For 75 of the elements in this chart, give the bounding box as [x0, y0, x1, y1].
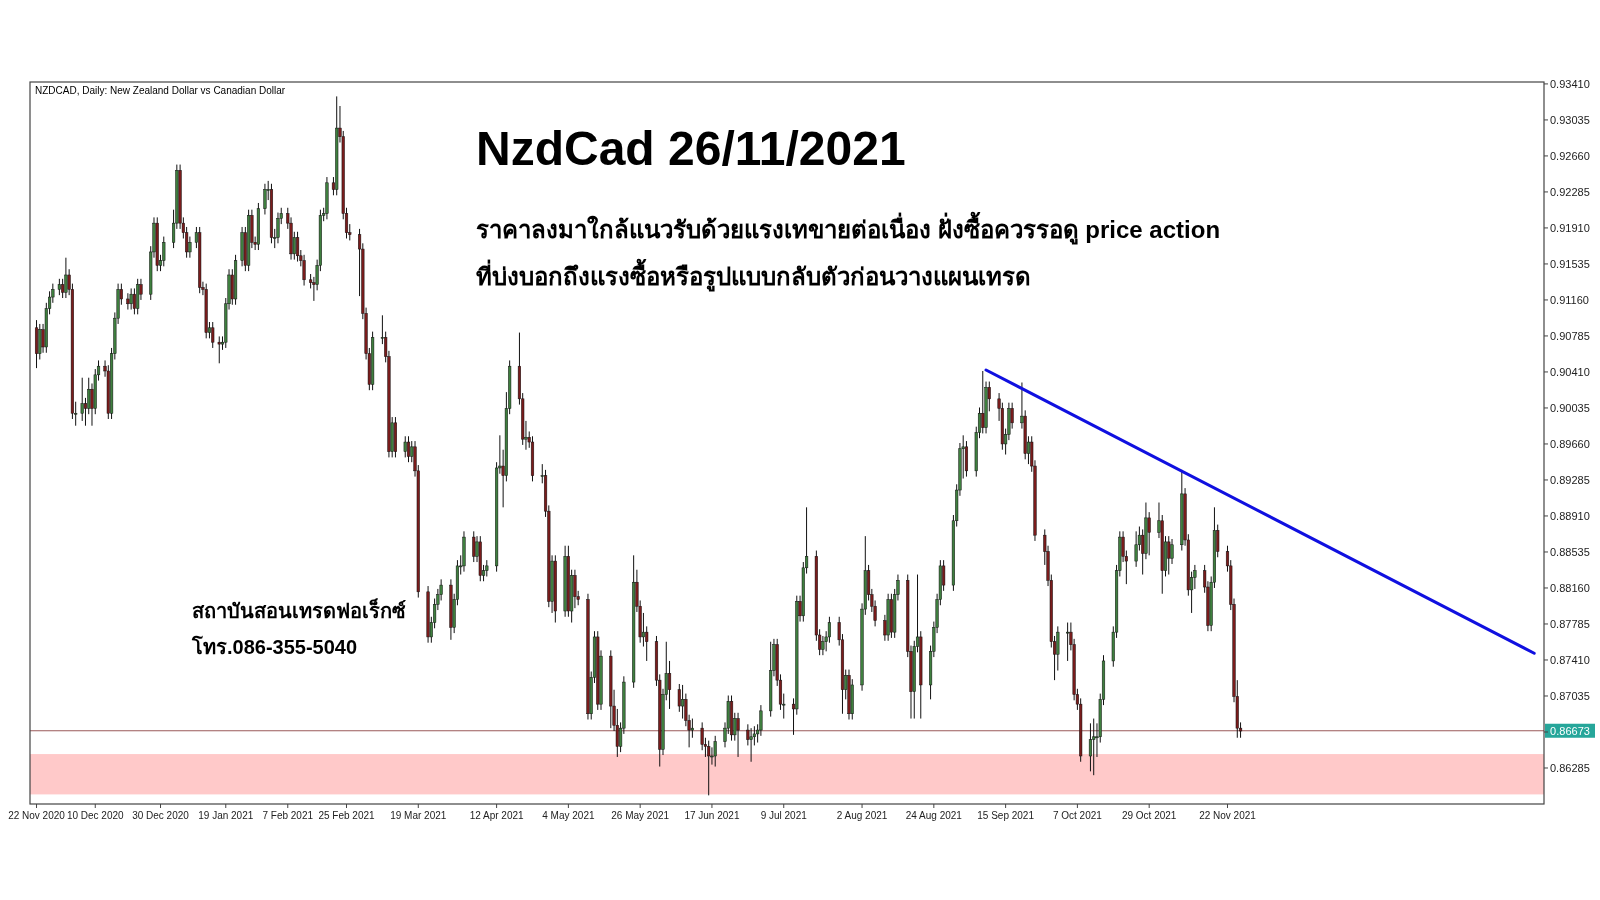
candlestick [667, 660, 672, 710]
candlestick [276, 212, 280, 244]
x-tick-label: 17 Jun 2021 [684, 810, 740, 821]
y-tick-label: 0.90035 [1550, 401, 1590, 414]
x-tick-label: 15 Sep 2021 [977, 810, 1035, 821]
candlestick [1170, 538, 1174, 565]
y-tick-label: 0.87035 [1550, 689, 1590, 702]
candlestick [132, 287, 136, 315]
candlestick [136, 278, 140, 315]
x-tick-label: 7 Feb 2021 [262, 810, 314, 821]
candlestick [263, 183, 267, 215]
candlestick [736, 712, 740, 758]
candlestick [403, 435, 407, 458]
candlestick [126, 292, 130, 311]
x-tick-label: 24 Aug 2021 [905, 810, 963, 821]
x-tick-label: 22 Nov 2020 [8, 810, 66, 821]
candlestick [713, 735, 717, 768]
candlestick [162, 236, 166, 267]
y-tick-label: 0.87410 [1550, 653, 1590, 666]
candlestick [821, 635, 825, 656]
candlestick [64, 257, 68, 299]
y-tick-label: 0.92660 [1550, 149, 1590, 162]
y-tick-label: 0.88160 [1550, 581, 1590, 594]
candlestick [1147, 511, 1151, 556]
candlestick [80, 377, 84, 422]
x-tick-label: 19 Mar 2021 [390, 810, 447, 821]
candlestick [690, 718, 694, 739]
annotation: โทร.086-355-5040 [191, 635, 358, 658]
candlestick [749, 727, 753, 763]
ref-line-label: 0.86673 [1550, 724, 1590, 737]
candlestick [681, 684, 685, 720]
candlestick [61, 278, 65, 299]
y-tick-label: 0.91160 [1550, 293, 1589, 306]
y-tick-label: 0.88910 [1550, 509, 1590, 522]
x-tick-label: 19 Jan 2021 [198, 810, 254, 821]
x-tick-label: 9 Jul 2021 [760, 810, 808, 821]
candlestick [129, 287, 133, 311]
candlestick [188, 236, 192, 259]
y-tick-label: 0.90785 [1550, 329, 1590, 342]
candlestick [1134, 530, 1138, 568]
y-tick-label: 0.88535 [1550, 545, 1590, 558]
candlestick [472, 530, 476, 563]
candlestick [296, 231, 300, 263]
y-tick-label: 0.92285 [1550, 185, 1590, 198]
candlestick [707, 740, 711, 796]
x-tick-label: 29 Oct 2021 [1121, 810, 1177, 821]
x-tick-label: 26 May 2021 [611, 810, 670, 821]
annotation: NZDCAD, Daily: New Zealand Dollar vs Canadian Dollar [35, 85, 286, 96]
x-tick-label: 22 Nov 2021 [1199, 810, 1257, 821]
x-tick-label: 12 Apr 2021 [469, 810, 524, 821]
x-tick-label: 10 Dec 2020 [66, 810, 125, 821]
candlestick [302, 254, 306, 287]
candlestick [38, 323, 42, 360]
y-tick-label: 0.93410 [1550, 77, 1590, 90]
y-tick-label: 0.91535 [1550, 257, 1590, 270]
x-tick-label: 4 May 2021 [542, 810, 595, 821]
y-tick-label: 0.91910 [1550, 221, 1590, 234]
x-tick-label: 2 Aug 2021 [836, 810, 888, 821]
y-tick-label: 0.87785 [1550, 617, 1590, 630]
candlestick [211, 321, 215, 349]
y-tick-label: 0.86285 [1550, 762, 1590, 774]
candlestick [1066, 622, 1070, 662]
x-tick-label: 30 Dec 2020 [132, 810, 190, 821]
candlestick [406, 435, 411, 463]
text: ราคาลงมาใกล้แนวรับด้วยแรงเทขายต่อเนื่อง ฝั่งซื้อควรรอดู price action ที่บ่งบอกถึงแรงซื้อหรือรูปแบบกลับตัวก่อนวางแผนเทรด [476, 211, 1221, 292]
y-tick-label: 0.89285 [1550, 473, 1590, 486]
y-tick-label: 0.90410 [1550, 365, 1590, 378]
candlestick [1088, 722, 1093, 772]
annotation: สถาบันสอนเทรดฟอเร็กซ์ [192, 598, 406, 622]
y-tick-label: 0.89660 [1550, 437, 1590, 450]
x-tick-label: 25 Feb 2021 [318, 810, 376, 821]
y-tick-label: 0.93035 [1550, 113, 1590, 126]
candlestick [1092, 718, 1096, 776]
x-tick-label: 7 Oct 2021 [1052, 810, 1103, 821]
text: NzdCad 26/11/2021 [476, 122, 906, 175]
